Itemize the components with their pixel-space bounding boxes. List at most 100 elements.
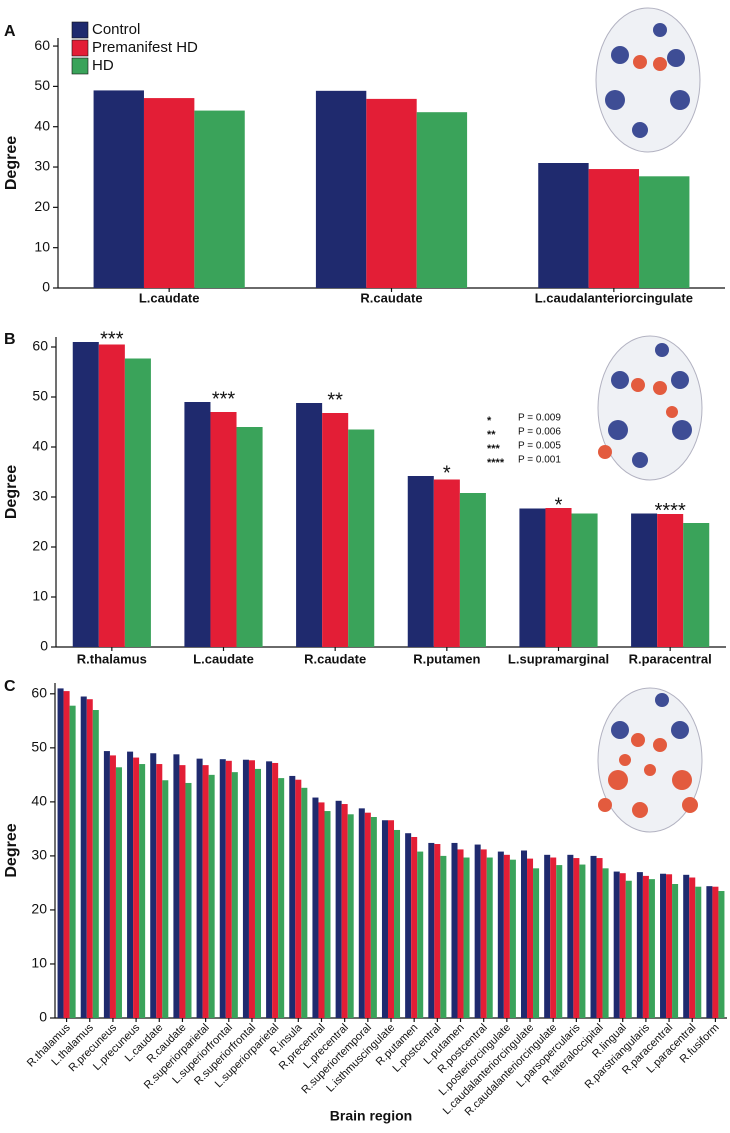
bar [619, 873, 626, 1018]
significance-stars: *** [487, 443, 501, 455]
bar [579, 864, 586, 1018]
bar [335, 800, 342, 1018]
y-tick-label: 20 [31, 901, 47, 917]
y-tick-label: 60 [34, 37, 50, 53]
legend-swatch [71, 21, 89, 39]
bar [124, 358, 151, 647]
bar [289, 775, 296, 1018]
bar [672, 884, 679, 1018]
bar [92, 710, 99, 1018]
y-tick-label: 20 [34, 198, 50, 214]
bar [394, 829, 401, 1018]
x-tick-label: L.supramarginal [508, 651, 609, 666]
bar [254, 768, 262, 1018]
x-tick-label: R.caudate [304, 651, 366, 666]
bar [602, 868, 609, 1018]
bar [657, 514, 684, 647]
bar [660, 873, 667, 1018]
significance-annotation: *** [100, 328, 124, 350]
bar [312, 797, 319, 1018]
bar [266, 761, 273, 1018]
bar [434, 844, 441, 1018]
bar [295, 779, 302, 1018]
bar [296, 403, 323, 647]
bar [278, 778, 285, 1018]
panel-label: C [4, 678, 16, 695]
bar [242, 759, 249, 1018]
x-tick-label: L.caudalanteriorcingulate [535, 290, 693, 305]
bar [358, 808, 365, 1018]
bar [545, 508, 572, 647]
bar [69, 705, 76, 1018]
y-tick-label: 60 [32, 338, 48, 354]
bar [407, 476, 434, 647]
x-tick-label: R.putamen [413, 651, 480, 666]
bar [480, 849, 487, 1018]
bar [588, 169, 640, 288]
bar [590, 855, 597, 1018]
x-axis-label: Brain region [330, 1108, 412, 1124]
x-tick-label: R.paracentral [629, 651, 712, 666]
y-tick-label: 30 [34, 158, 50, 174]
significance-annotation: *** [212, 388, 236, 410]
bar [411, 836, 418, 1018]
bar [573, 858, 580, 1018]
bar [428, 842, 435, 1018]
bar [231, 772, 238, 1018]
bar [143, 98, 195, 288]
bar [162, 780, 169, 1018]
bar [103, 751, 110, 1018]
y-tick-label: 50 [31, 739, 47, 755]
bar [433, 479, 460, 647]
bar [173, 754, 180, 1018]
bar [366, 98, 417, 288]
y-tick-label: 20 [32, 538, 48, 554]
y-tick-label: 0 [39, 1009, 47, 1025]
bar [459, 493, 486, 647]
bar [457, 849, 464, 1018]
significance-p: P = 0.009 [518, 413, 561, 424]
bar [156, 764, 163, 1018]
legend-swatch [71, 57, 89, 75]
bar [248, 760, 255, 1018]
significance-annotation: ** [327, 389, 343, 411]
bar [272, 762, 279, 1018]
brain-image-a [595, 7, 701, 153]
bar [196, 758, 203, 1018]
bar [324, 811, 331, 1018]
y-tick-label: 40 [34, 117, 50, 133]
significance-stars: ** [487, 429, 496, 441]
bar [57, 688, 64, 1018]
bar [683, 874, 690, 1018]
bar [219, 759, 226, 1018]
bar [474, 844, 481, 1018]
bar [527, 858, 534, 1018]
bar [341, 804, 348, 1018]
y-tick-label: 40 [32, 438, 48, 454]
significance-annotation: * [443, 462, 451, 484]
y-tick-label: 0 [40, 638, 48, 654]
bar [519, 508, 546, 647]
x-tick-label: R.caudate [360, 290, 422, 305]
bar [315, 90, 367, 289]
bar [718, 891, 725, 1018]
y-tick-label: 10 [31, 955, 47, 971]
bar [571, 513, 598, 647]
y-tick-label: 10 [32, 588, 48, 604]
bar [544, 854, 551, 1018]
x-tick-label: L.caudate [139, 290, 200, 305]
bar [86, 699, 93, 1018]
bar [236, 427, 263, 647]
bar [322, 413, 349, 647]
bar [538, 163, 589, 288]
y-tick-label: 30 [32, 488, 48, 504]
y-tick-label: 40 [31, 793, 47, 809]
bar [550, 857, 557, 1018]
bar [348, 429, 375, 647]
bar [636, 872, 643, 1018]
bar [210, 412, 237, 647]
y-axis-label: Degree [3, 823, 20, 877]
bar [625, 880, 632, 1018]
x-tick-label: L.caudate [193, 651, 254, 666]
bar [520, 850, 528, 1018]
